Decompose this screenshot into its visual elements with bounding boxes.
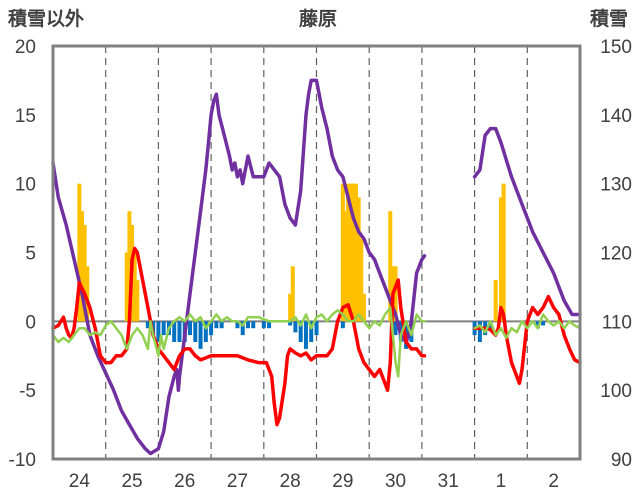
blue-bar — [172, 321, 177, 342]
blue-bar — [203, 321, 208, 342]
orange-bar — [348, 183, 353, 322]
orange-bar — [493, 280, 498, 322]
orange-bar — [356, 197, 361, 322]
x-ticks: 24 25 26 27 28 29 30 31 1 2 — [69, 471, 559, 492]
purple-series-line — [472, 126, 582, 317]
x-tick-label: 27 — [227, 471, 248, 492]
x-tick-label: 2 — [548, 471, 559, 492]
orange-bar — [498, 197, 503, 322]
y-right-tick-label: 130 — [600, 175, 632, 196]
blue-bar — [188, 321, 193, 336]
blue-bar — [309, 321, 314, 342]
blue-bar — [261, 321, 266, 329]
blue-bar — [219, 321, 224, 329]
y-left-ticks: 20 15 10 5 0 -5 -10 — [9, 37, 36, 471]
y-left-tick-label: 10 — [15, 175, 36, 196]
orange-bar — [79, 211, 84, 322]
blue-bar — [393, 321, 398, 336]
y-left-tick-label: -10 — [9, 450, 36, 471]
y-left-label: 積雪以外 — [8, 7, 84, 30]
orange-bar — [346, 183, 351, 322]
y-right-tick-label: 90 — [611, 450, 632, 471]
blue-bar — [245, 321, 250, 329]
x-tick-label: 28 — [280, 471, 301, 492]
blue-bar — [541, 321, 546, 326]
purple-series-line — [51, 78, 427, 456]
x-tick-label: 26 — [174, 471, 195, 492]
orange-bar — [132, 252, 137, 322]
blue-bar — [293, 321, 298, 333]
blue-bar — [340, 321, 345, 329]
blue-bar — [209, 321, 214, 336]
orange-bar — [290, 266, 295, 322]
green-series-line — [51, 306, 426, 378]
orange-bar — [288, 293, 293, 322]
plot-frame — [51, 44, 582, 461]
orange-bar — [127, 211, 132, 322]
orange-bar — [361, 293, 366, 322]
blue-bar — [251, 321, 256, 329]
x-tick-label: 1 — [496, 471, 507, 492]
blue-bar — [303, 321, 308, 349]
blue-bar — [314, 321, 319, 336]
orange-bar — [124, 252, 129, 322]
orange-bar — [359, 238, 364, 322]
x-tick-label: 30 — [385, 471, 406, 492]
blue-bar — [240, 321, 245, 336]
x-tick-label: 31 — [438, 471, 459, 492]
blue-bar — [298, 321, 303, 342]
y-left-tick-label: 20 — [15, 37, 36, 58]
blue-bar — [177, 321, 182, 342]
orange-bar — [85, 266, 90, 322]
blue-bar — [288, 321, 293, 326]
blue-bar — [235, 321, 240, 329]
orange-bar — [351, 183, 356, 322]
x-tick-label: 25 — [121, 471, 142, 492]
blue-bar — [156, 321, 161, 342]
orange-bar — [77, 183, 82, 322]
y-right-ticks: 150 140 130 120 110 100 90 — [600, 37, 632, 471]
blue-bar — [214, 321, 219, 329]
orange-bar — [343, 211, 348, 322]
blue-bar — [161, 321, 166, 336]
y-right-tick-label: 110 — [602, 312, 632, 333]
y-right-tick-label: 140 — [600, 106, 632, 127]
red-series-line — [51, 246, 427, 427]
orange-bar — [393, 266, 398, 322]
y-right-tick-label: 100 — [600, 381, 632, 402]
blue-bar — [477, 321, 482, 342]
y-left-tick-label: 0 — [25, 312, 36, 333]
orange-bar — [501, 183, 506, 322]
orange-bar — [388, 211, 393, 322]
y-right-tick-label: 120 — [600, 244, 632, 265]
chart-title: 藤原 — [299, 7, 337, 30]
orange-bar — [340, 183, 345, 322]
y-right-tick-label: 150 — [600, 37, 632, 58]
y-left-tick-label: 15 — [15, 106, 36, 127]
series-lines — [51, 78, 582, 456]
orange-bars — [77, 183, 506, 322]
y-right-label: 積雪 — [590, 7, 628, 30]
blue-bar — [145, 321, 150, 329]
green-series-line — [473, 313, 582, 340]
y-left-tick-label: -5 — [19, 381, 36, 402]
blue-bar — [193, 321, 198, 342]
blue-bar — [198, 321, 203, 349]
y-left-tick-label: 5 — [25, 244, 36, 265]
x-tick-label: 29 — [332, 471, 353, 492]
blue-bar — [267, 321, 272, 329]
orange-bar — [82, 224, 87, 322]
orange-bar — [135, 280, 140, 322]
x-tick-label: 24 — [69, 471, 91, 492]
orange-bar — [354, 183, 359, 322]
